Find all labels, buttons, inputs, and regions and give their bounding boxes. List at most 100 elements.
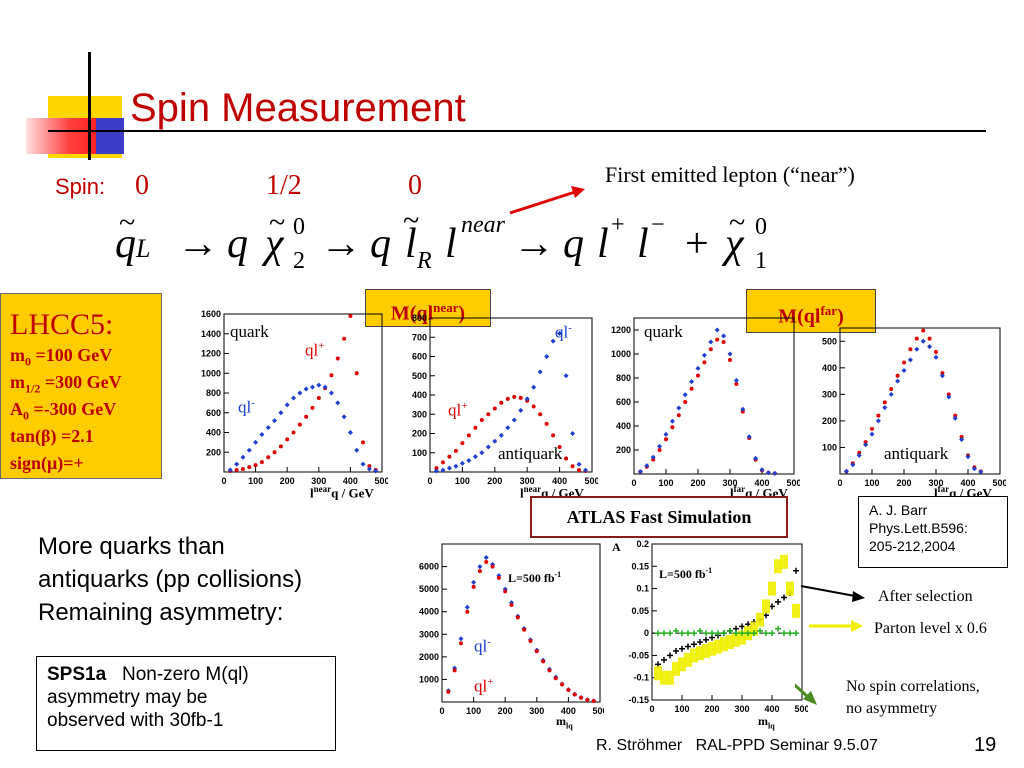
plot-frame bbox=[633, 317, 795, 475]
y-tick-label: 4000 bbox=[419, 607, 439, 617]
qlplus-point bbox=[702, 360, 707, 365]
qlplus-point bbox=[486, 412, 491, 417]
x-tick-label: 500 bbox=[786, 478, 800, 488]
after-selection-label: After selection bbox=[878, 588, 973, 605]
qlminus-point bbox=[708, 339, 714, 345]
qlminus-point bbox=[850, 462, 856, 468]
x-tick-label: 0 bbox=[649, 704, 654, 714]
qlminus-point bbox=[485, 444, 491, 450]
qlminus-point bbox=[657, 443, 663, 449]
qlplus-point bbox=[335, 356, 340, 361]
qlplus-point bbox=[453, 448, 458, 453]
qlminus-point bbox=[278, 410, 284, 416]
qlminus-point bbox=[498, 432, 504, 438]
y-tick-label: 0.1 bbox=[636, 584, 649, 594]
qlminus-point bbox=[895, 378, 901, 384]
parton-level-label: Parton level x 0.6 bbox=[874, 620, 987, 637]
footer-credit: R. Ströhmer RAL-PPD Seminar 9.5.07 bbox=[596, 737, 878, 754]
qlplus-point bbox=[528, 639, 533, 644]
chi1-symbol: χ bbox=[725, 221, 744, 267]
parton-point bbox=[708, 641, 716, 656]
no-spin-correlations-label: No spin correlations, bbox=[846, 678, 980, 695]
qlplus-point bbox=[316, 395, 321, 400]
luminosity-label: L=500 fb-1 bbox=[659, 566, 713, 581]
qlminus-point bbox=[259, 431, 265, 437]
qlminus-point bbox=[557, 330, 563, 336]
qlminus-point bbox=[360, 461, 366, 467]
qlplus-point bbox=[959, 434, 964, 439]
qlplus-point bbox=[908, 347, 913, 352]
mql-near-tag: M(qlnear) bbox=[365, 289, 491, 327]
y-tick-label: 700 bbox=[412, 332, 427, 342]
mlq-distribution-chart: 0 100 200 300 400 500 1000 2000 3000 4000 5000 6000 bbox=[419, 543, 604, 716]
tilde-mark: ~ bbox=[269, 206, 286, 239]
parton-point bbox=[768, 581, 776, 596]
qlminus-point bbox=[453, 463, 459, 469]
y-tick-label: 600 bbox=[412, 352, 427, 362]
qlplus-point bbox=[342, 336, 347, 341]
qlplus-point bbox=[570, 464, 575, 469]
squark-symbol: qL bbox=[115, 221, 151, 267]
decor-red-block bbox=[26, 118, 98, 154]
sps1a-line: observed with 30fb-1 bbox=[47, 710, 224, 731]
lepton-plus: l bbox=[597, 221, 609, 267]
parton-point bbox=[762, 599, 770, 614]
quark-symbol: q bbox=[370, 221, 391, 267]
y-tick-label: 3000 bbox=[419, 629, 439, 639]
qlplus-point bbox=[503, 589, 508, 594]
qlplus-point bbox=[946, 392, 951, 397]
parton-point bbox=[738, 630, 746, 645]
x-tick-label: 100 bbox=[658, 478, 673, 488]
qlminus-point bbox=[322, 384, 328, 390]
qlminus-point bbox=[265, 425, 271, 431]
y-tick-label: 0 bbox=[644, 628, 649, 638]
asymmetry-chart: 0 100 200 300 400 500 -0.15 -0.1 -0.05 0 0.05 0.1 0.… bbox=[628, 539, 808, 714]
qlplus-point bbox=[505, 396, 510, 401]
qlminus-label: ql- bbox=[474, 636, 491, 656]
spin-value-neutralino: 1/2 bbox=[266, 170, 302, 201]
qlminus-point bbox=[479, 450, 485, 456]
qlminus-point bbox=[843, 468, 849, 474]
qlminus-point bbox=[472, 454, 478, 460]
parton-point bbox=[666, 670, 674, 685]
qlplus-point bbox=[512, 394, 517, 399]
x-tick-label: 100 bbox=[864, 478, 879, 488]
qlminus-point bbox=[863, 442, 869, 448]
qlminus-point bbox=[927, 344, 933, 350]
qlminus-point bbox=[882, 405, 888, 411]
qlminus-point bbox=[772, 470, 778, 476]
x-tick-label: 100 bbox=[674, 704, 689, 714]
x-tick-label: 100 bbox=[466, 706, 481, 716]
chi2-sup: 0 bbox=[293, 214, 305, 240]
x-tick-label: 400 bbox=[552, 476, 567, 486]
y-tick-label: 400 bbox=[822, 363, 837, 373]
qlminus-point bbox=[433, 468, 439, 474]
y-tick-label: 800 bbox=[206, 388, 221, 398]
page-number: 19 bbox=[974, 734, 997, 756]
qlminus-point bbox=[663, 431, 669, 437]
qlplus-point bbox=[914, 336, 919, 341]
qlplus-point bbox=[708, 347, 713, 352]
qlminus-point bbox=[978, 469, 984, 475]
qlplus-point bbox=[934, 349, 938, 354]
y-tick-label: 200 bbox=[616, 445, 631, 455]
x-tick-label: 300 bbox=[529, 706, 544, 716]
tilde-mark: ~ bbox=[729, 206, 746, 239]
y-tick-label: 1200 bbox=[201, 349, 221, 359]
parton-point bbox=[654, 666, 662, 681]
qlplus-label: ql+ bbox=[305, 340, 325, 360]
y-tick-label: -0.15 bbox=[628, 695, 649, 705]
qlminus-point bbox=[570, 431, 576, 436]
qlminus-point bbox=[576, 461, 582, 467]
qlplus-point bbox=[361, 440, 366, 445]
qlplus-point bbox=[509, 602, 514, 607]
qlplus-point bbox=[247, 465, 252, 470]
qlminus-point bbox=[240, 454, 246, 460]
parton-point bbox=[774, 559, 782, 574]
antiquark-label: antiquark bbox=[498, 444, 563, 463]
qlplus-point bbox=[285, 437, 290, 442]
qlplus-point bbox=[870, 426, 874, 431]
near-lepton-label: First emitted lepton (“near”) bbox=[605, 162, 855, 187]
xlabel-near-1: lnearq / GeV bbox=[310, 484, 374, 501]
parton-point bbox=[780, 554, 788, 569]
